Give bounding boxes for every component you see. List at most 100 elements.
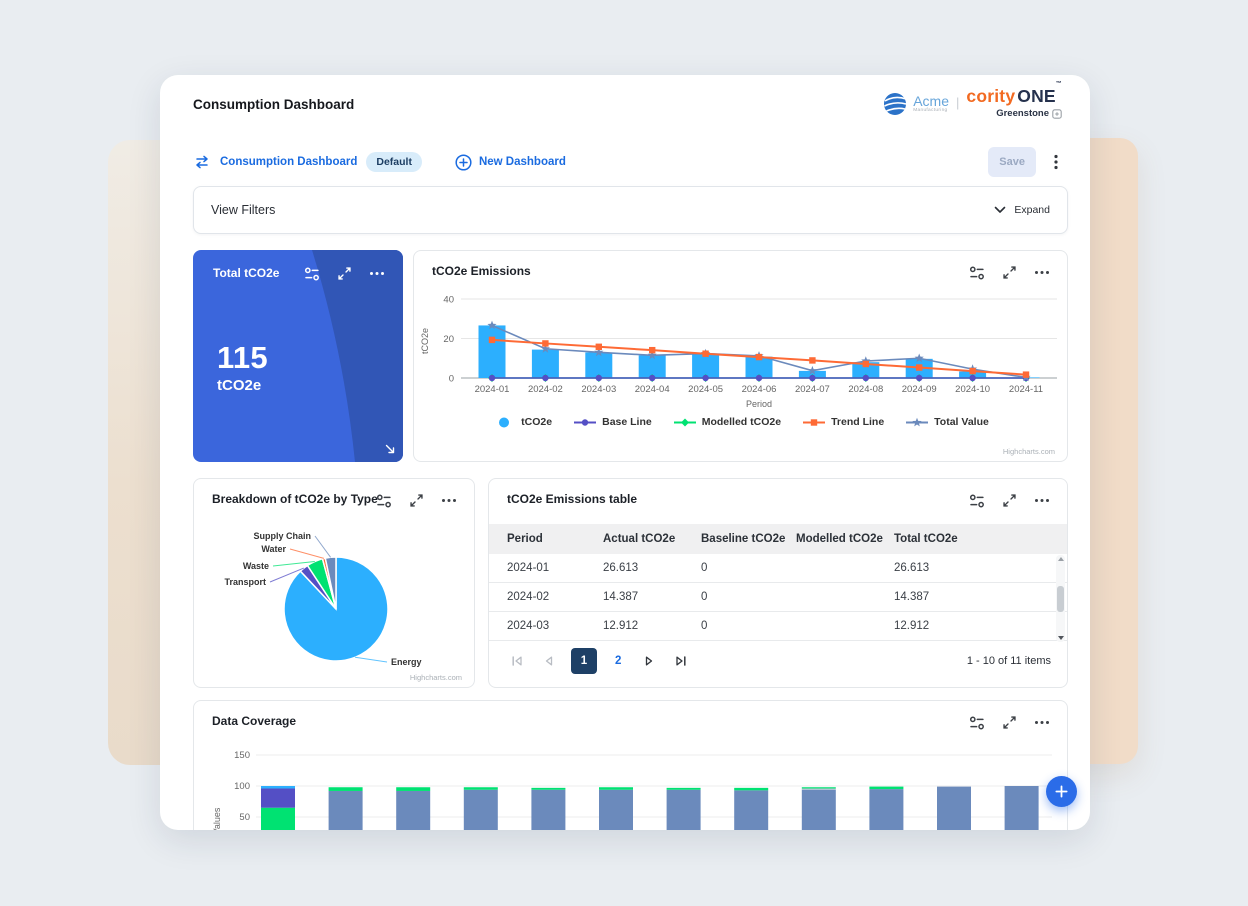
pie-more-button[interactable] [439,496,459,505]
table-card-title: tCO2e Emissions table [507,492,638,506]
data-coverage-card: Data Coverage [193,700,1068,830]
trademark: ™ [1055,81,1062,87]
stacked-bar-segment [261,786,295,789]
bar [585,352,613,378]
data-coverage-chart[interactable]: 50 100 150 Values [194,741,1069,830]
stacked-bar-segment [396,790,431,830]
table-cell: 26.613 [603,562,639,574]
point-marker [862,374,869,382]
table-cell: 0 [701,591,708,603]
expand-filters-button[interactable]: Expand [994,204,1050,216]
legend-item[interactable]: tCO2e [492,416,552,428]
total-tco2e-card: Total tCO2e 1 [193,250,403,462]
x-tick-label: 2024-06 [742,384,777,395]
dashboard-nav-row: Consumption Dashboard Default New Dashbo… [193,145,1062,179]
table-header-cell: Total tCO2e [894,533,958,545]
table-expand-button[interactable] [1000,491,1019,510]
previous-page-button[interactable] [539,651,559,671]
table-more-button[interactable] [1032,496,1052,505]
y-tick-label: 50 [239,812,250,823]
kpi-value: 115 [217,340,268,375]
greenstone-wordmark: Greenstone [996,107,1049,119]
point-marker [702,350,709,357]
last-page-icon [676,656,686,666]
kpi-settings-button[interactable] [302,265,322,283]
point-marker [595,374,602,382]
stacked-bar-segment [1004,786,1039,830]
save-button[interactable]: Save [988,147,1036,177]
pie-label-connector [314,535,332,558]
pie-expand-button[interactable] [407,491,426,510]
expand-icon [1003,716,1016,729]
stacked-bar-segment [801,788,836,790]
cority-logo: cority ONE™ Greenstone [966,81,1062,119]
settings-sliders-icon [969,716,984,729]
legend-marker [673,418,696,426]
switch-dashboard-icon[interactable] [193,155,211,169]
plus-icon [1055,785,1068,798]
point-marker [916,374,923,382]
dashboard-panel: Consumption Dashboard Acme Manufacturing… [160,75,1090,830]
emissions-settings-button[interactable] [967,264,987,282]
point-marker [916,364,923,371]
table-scrollbar[interactable] [1056,555,1065,642]
kpi-more-button[interactable] [367,269,387,278]
legend-item[interactable]: Trend Line [802,416,884,428]
settings-sliders-icon [969,266,984,279]
breakdown-pie-chart[interactable]: Energy Transport Waste Water Supply Chain [194,509,476,687]
emissions-expand-button[interactable] [1000,263,1019,282]
stacked-bar-segment [869,786,904,790]
pie-slice-label: Water [261,544,286,554]
last-page-button[interactable] [671,651,691,671]
x-tick-label: 2024-02 [528,384,563,395]
y-tick-label: 40 [443,295,454,306]
bar [692,353,720,378]
legend-marker [499,417,510,427]
point-marker [540,344,550,353]
expand-icon [410,494,423,507]
first-page-button[interactable] [507,651,527,671]
stacked-bar-segment [261,807,295,830]
stacked-bar-segment [937,786,971,830]
next-page-button[interactable] [639,651,659,671]
table-settings-button[interactable] [967,492,987,510]
current-dashboard-link[interactable]: Consumption Dashboard [220,156,358,168]
point-marker [755,353,763,361]
legend-item[interactable]: Modelled tCO2e [673,416,781,428]
coverage-settings-button[interactable] [967,714,987,732]
point-marker [487,320,497,330]
emissions-more-button[interactable] [1032,268,1052,277]
coverage-expand-button[interactable] [1000,713,1019,732]
emissions-chart[interactable]: 0 20 40 tCO2e 2024-01 2024-02 2024-03 2024-04 20… [414,286,1069,416]
point-marker [809,357,816,364]
stacked-bar-segment [531,789,566,830]
page-2-button[interactable]: 2 [609,654,627,668]
x-tick-label: 2024-10 [955,384,990,395]
kpi-expand-button[interactable] [335,264,354,283]
legend-label: Base Line [602,416,652,428]
point-marker [810,418,818,426]
coverage-more-button[interactable] [1032,718,1052,727]
new-dashboard-button[interactable]: New Dashboard [455,153,566,171]
x-tick-label: 2024-11 [1009,384,1043,395]
add-widget-fab[interactable] [1046,776,1077,807]
new-dashboard-label: New Dashboard [478,156,566,168]
legend-item[interactable]: Total Value [905,416,989,428]
more-menu-button[interactable] [1050,150,1062,174]
highcharts-credit: Highcharts.com [1002,447,1055,456]
bar [478,325,506,378]
resize-handle[interactable] [384,443,396,455]
point-marker [649,374,656,382]
page-1-button[interactable]: 1 [571,648,597,674]
legend-item[interactable]: Base Line [573,416,652,428]
stacked-bar-segment [666,789,701,830]
y-tick-label: 150 [234,750,250,761]
pie-card-title: Breakdown of tCO2e by Type [212,492,378,506]
resize-arrow-icon [385,444,395,454]
view-filters-bar: View Filters Expand [193,186,1068,234]
pie-settings-button[interactable] [374,492,394,510]
point-marker [809,374,816,382]
table-cell: 0 [701,562,708,574]
ellipsis-icon [1035,271,1049,274]
point-marker [862,360,869,368]
